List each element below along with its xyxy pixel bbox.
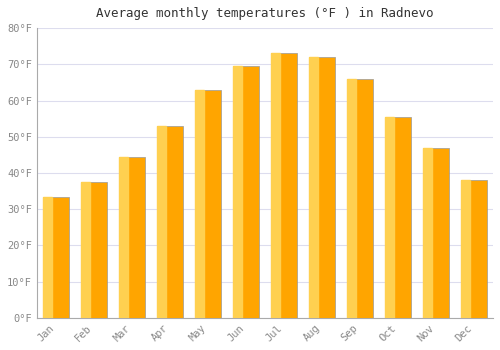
Bar: [422, 148, 450, 318]
Bar: [346, 79, 374, 318]
Bar: [384, 117, 394, 318]
Bar: [232, 66, 242, 318]
Bar: [80, 182, 90, 318]
Bar: [308, 57, 318, 318]
Bar: [118, 157, 145, 318]
Bar: [460, 180, 470, 318]
Title: Average monthly temperatures (°F ) in Radnevo: Average monthly temperatures (°F ) in Ra…: [96, 7, 434, 20]
Bar: [194, 90, 221, 318]
Bar: [232, 66, 259, 318]
Bar: [346, 79, 356, 318]
Bar: [384, 117, 411, 318]
Bar: [422, 148, 432, 318]
Bar: [194, 90, 204, 318]
Bar: [308, 57, 336, 318]
Bar: [118, 157, 128, 318]
Bar: [270, 54, 297, 318]
Bar: [156, 126, 183, 318]
Bar: [270, 54, 280, 318]
Bar: [460, 180, 487, 318]
Bar: [80, 182, 107, 318]
Bar: [42, 196, 52, 318]
Bar: [42, 196, 69, 318]
Bar: [156, 126, 166, 318]
